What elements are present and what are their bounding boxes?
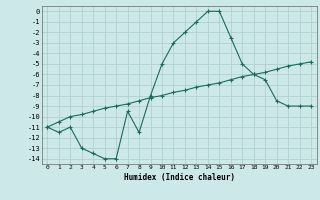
X-axis label: Humidex (Indice chaleur): Humidex (Indice chaleur) <box>124 173 235 182</box>
